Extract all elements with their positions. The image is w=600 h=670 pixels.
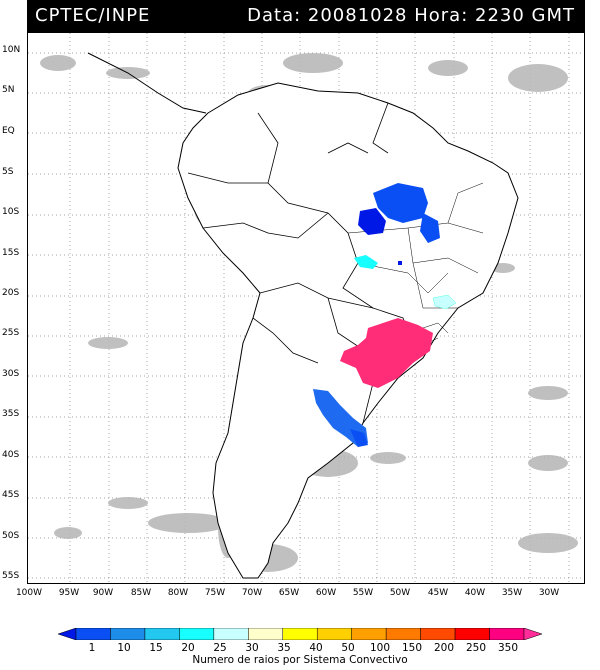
lon-label-90w: 90W: [92, 588, 114, 598]
legend-cell: [144, 628, 180, 640]
lon-label-35w: 35W: [501, 588, 523, 598]
legend-value-250: 250: [465, 642, 487, 654]
lon-label-30w: 30W: [538, 588, 560, 598]
legend-cell: [110, 628, 146, 640]
legend-value-100: 100: [369, 642, 391, 654]
legend-value-40: 40: [309, 642, 323, 654]
lon-label-65w: 65W: [278, 588, 300, 598]
lat-label-40s: 40S: [2, 450, 20, 460]
legend-cell: [213, 628, 249, 640]
lat-label-20s: 20S: [2, 288, 20, 298]
legend-value-30: 30: [245, 642, 259, 654]
lat-label-35s: 35S: [2, 409, 20, 419]
system-cyan-se: [432, 294, 457, 310]
lon-label-55w: 55W: [352, 588, 374, 598]
legend-value-150: 150: [401, 642, 423, 654]
lat-label-50s: 50S: [2, 531, 20, 541]
lon-label-100w: 100W: [15, 588, 43, 598]
org-title: CPTEC/INPE: [35, 5, 151, 26]
lon-label-85w: 85W: [130, 588, 152, 598]
legend-value-35: 35: [277, 642, 291, 654]
legend-cell: [523, 628, 542, 640]
legend-cell: [316, 628, 352, 640]
legend-value-50: 50: [341, 642, 355, 654]
lat-label-15s: 15S: [2, 248, 20, 258]
legend-cell: [351, 628, 387, 640]
map-panel: [27, 32, 585, 584]
system-blue-central: [358, 208, 386, 235]
lat-label-25s: 25S: [2, 328, 20, 338]
legend-cell: [489, 628, 525, 640]
system-cyan-central: [354, 255, 378, 269]
continent-outline: [177, 82, 519, 579]
lat-label-10n: 10N: [2, 45, 21, 55]
legend-value-15: 15: [149, 642, 163, 654]
map-canvas: [28, 33, 584, 583]
legend-cell: [282, 628, 318, 640]
legend-colorbar: [58, 628, 542, 640]
legend-value-350: 350: [497, 642, 519, 654]
legend-cell: [385, 628, 421, 640]
header-bar: CPTEC/INPE Data: 20081028 Hora: 2230 GMT: [27, 0, 585, 32]
lon-label-75w: 75W: [204, 588, 226, 598]
legend-title: Numero de raios por Sistema Convectivo: [192, 654, 408, 666]
system-blue-ne: [373, 183, 428, 223]
system-magenta-south: [340, 318, 433, 388]
lat-label-5n: 5N: [2, 85, 15, 95]
lon-label-95w: 95W: [58, 588, 80, 598]
legend-cell: [58, 628, 77, 640]
lon-label-45w: 45W: [427, 588, 449, 598]
lon-label-70w: 70W: [241, 588, 263, 598]
lon-label-80w: 80W: [167, 588, 189, 598]
lat-label-eq: EQ: [2, 126, 15, 136]
lat-label-5s: 5S: [2, 167, 14, 177]
lat-label-10s: 10S: [2, 207, 20, 217]
legend-value-20: 20: [181, 642, 195, 654]
legend-value-10: 10: [117, 642, 131, 654]
timestamp: Data: 20081028 Hora: 2230 GMT: [247, 5, 575, 26]
lat-label-55s: 55S: [2, 571, 20, 581]
legend-cell: [454, 628, 490, 640]
legend-value-25: 25: [213, 642, 227, 654]
legend-cell: [248, 628, 284, 640]
lon-label-50w: 50W: [389, 588, 411, 598]
legend-cell: [420, 628, 456, 640]
legend-value-1: 1: [88, 642, 96, 654]
lat-label-30s: 30S: [2, 369, 20, 379]
legend-cell: [75, 628, 111, 640]
lon-label-40w: 40W: [464, 588, 486, 598]
lon-label-60w: 60W: [315, 588, 337, 598]
convective-systems: [313, 183, 457, 447]
legend-value-200: 200: [433, 642, 455, 654]
lat-label-45s: 45S: [2, 490, 20, 500]
legend-cell: [179, 628, 215, 640]
